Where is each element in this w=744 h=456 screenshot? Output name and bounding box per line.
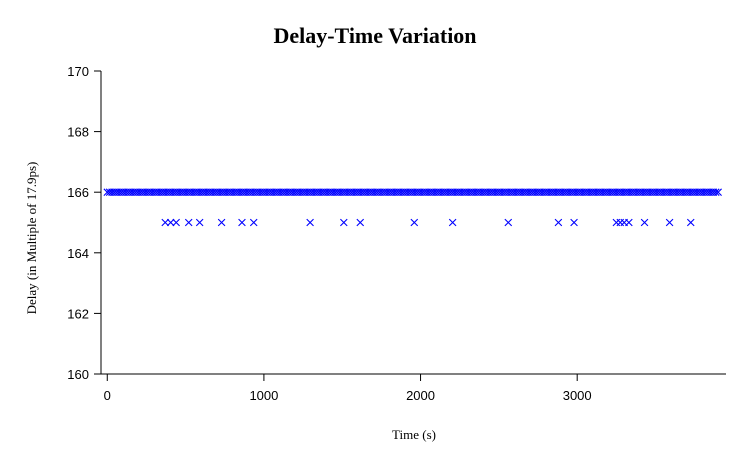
data-point-0-14 xyxy=(554,218,563,227)
data-point-0-8 xyxy=(306,218,314,227)
data-point-0-22 xyxy=(686,218,695,227)
data-point-0-10 xyxy=(356,218,365,227)
data-point-0-20 xyxy=(640,218,649,227)
data-point-0-6 xyxy=(238,218,246,227)
data-point-0-1 xyxy=(166,218,175,227)
data-point-0-0 xyxy=(161,218,170,227)
x-tick-label-3000: 3000 xyxy=(563,388,592,403)
plot-axes xyxy=(100,71,726,375)
data-point-0-2 xyxy=(172,218,180,227)
y-tick-label-160: 160 xyxy=(67,367,89,382)
data-point-0-21 xyxy=(665,218,674,227)
y-tick-label-164: 164 xyxy=(67,246,89,261)
data-point-0-run-259 xyxy=(712,188,720,196)
y-tick-label-162: 162 xyxy=(67,306,89,321)
data-point-0-9 xyxy=(340,218,348,227)
data-point-0-16 xyxy=(612,218,621,227)
y-axis-label: Delay (in Multiple of 17.9ps) xyxy=(24,162,39,315)
data-point-0-15 xyxy=(570,218,578,227)
data-points xyxy=(103,188,722,227)
y-axis-ticks: 160 162 164 166 168 170 xyxy=(67,64,101,382)
data-point-0-3 xyxy=(184,218,193,227)
data-point-0-11 xyxy=(410,218,419,227)
x-axis-ticks: 0 1000 2000 3000 xyxy=(104,374,592,403)
x-tick-label-1000: 1000 xyxy=(249,388,278,403)
data-point-0-7 xyxy=(249,218,258,227)
x-axis-label: Time (s) xyxy=(392,427,436,442)
data-point-0-17 xyxy=(616,218,625,227)
data-point-0-5 xyxy=(217,218,226,227)
y-tick-label-168: 168 xyxy=(67,125,89,140)
data-point-0-4 xyxy=(195,218,204,227)
data-point-0-12 xyxy=(448,218,457,227)
x-tick-label-0: 0 xyxy=(104,388,111,403)
y-tick-label-170: 170 xyxy=(67,64,89,79)
data-point-0-13 xyxy=(504,218,513,227)
chart-title: Delay-Time Variation xyxy=(273,23,476,48)
data-point-0-run-260 xyxy=(714,188,722,196)
y-tick-label-166: 166 xyxy=(67,185,89,200)
x-tick-label-2000: 2000 xyxy=(406,388,435,403)
data-point-0-19 xyxy=(625,218,633,227)
